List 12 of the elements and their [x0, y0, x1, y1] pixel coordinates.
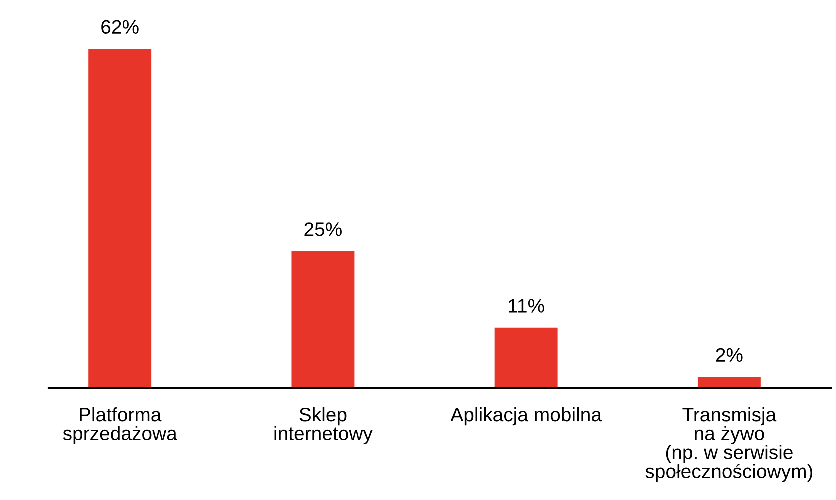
x-tick-label: Sklep internetowy	[274, 407, 373, 444]
data-label: 25%	[304, 222, 342, 236]
bar	[88, 48, 152, 388]
bar	[292, 251, 355, 388]
x-tick-label: Transmisja na żywo (np. w serwisie społecznościowym)	[646, 407, 813, 482]
data-label: 11%	[509, 299, 544, 313]
x-tick-label: Aplikacja mobilna	[450, 407, 602, 426]
data-label: 62%	[102, 20, 139, 34]
data-label: 2%	[716, 348, 743, 362]
bar	[698, 377, 761, 388]
bar	[494, 328, 558, 388]
x-tick-label: Platforma sprzedażowa	[63, 407, 178, 444]
